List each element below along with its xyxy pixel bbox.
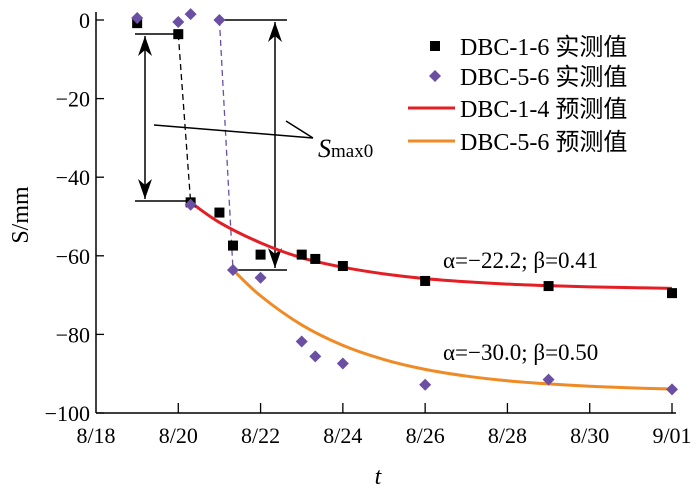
fit-params-dbc-1-4: α=−22.2; β=0.41 (443, 248, 598, 273)
y-tick-label: −40 (56, 165, 90, 190)
smax0-leader-line (285, 120, 314, 139)
x-tick-label: 8/30 (570, 423, 609, 448)
arrowhead-up-icon (268, 22, 282, 42)
data-point-diamond (309, 350, 322, 363)
data-point-diamond (184, 198, 197, 211)
data-marks (131, 8, 678, 396)
data-point-square (296, 249, 307, 260)
y-axis-label: S/mm (8, 186, 34, 244)
data-point-diamond (213, 14, 226, 26)
legend-label: DBC-5-6 预测值 (460, 129, 627, 156)
data-point-diamond (542, 373, 555, 386)
data-point-square (337, 261, 348, 272)
y-tick-label: −20 (56, 87, 90, 112)
fit-params-dbc-5-6: α=−30.0; β=0.50 (443, 340, 598, 365)
x-tick-label: 8/22 (241, 423, 280, 448)
series-line (231, 268, 673, 391)
x-tick-label: 8/28 (488, 423, 527, 448)
annotations (135, 19, 314, 271)
legend-label: DBC-1-6 实测值 (460, 34, 627, 61)
dashed-connector (177, 34, 192, 203)
data-point-square (214, 207, 225, 218)
legend: DBC-1-6 实测值 DBC-5-6 实测值 DBC-1-4 预测值 DBC-5-6… (408, 34, 627, 156)
data-point-diamond (419, 378, 432, 391)
data-point-diamond (172, 15, 185, 28)
x-tick-label: 8/26 (406, 423, 445, 448)
data-point-diamond (131, 12, 144, 25)
data-point-diamond (336, 357, 349, 370)
y-tick-label: −80 (56, 322, 90, 347)
legend-diamond-icon (429, 70, 441, 82)
x-tick-label: 9/01 (652, 423, 691, 448)
smax0-label: Smax0 (318, 134, 373, 163)
data-point-diamond (254, 271, 267, 284)
data-point-square (310, 253, 321, 264)
x-tick-label: 8/20 (159, 423, 198, 448)
data-point-square (228, 240, 239, 251)
data-point-diamond (666, 383, 678, 396)
legend-label: DBC-5-6 实测值 (460, 64, 627, 91)
x-tick-label: 8/18 (76, 423, 115, 448)
arrowhead-down-icon (138, 179, 152, 199)
smax0-leader-line (153, 124, 314, 139)
arrowhead-up-icon (138, 36, 152, 56)
data-point-square (420, 275, 431, 286)
y-tick-label: −60 (56, 244, 90, 269)
data-point-square (173, 29, 184, 40)
data-point-square (667, 288, 677, 299)
x-tick-label: 8/24 (323, 423, 362, 448)
legend-label: DBC-1-4 预测值 (460, 96, 627, 123)
legend-square-icon (430, 41, 440, 51)
data-point-diamond (184, 8, 197, 21)
x-axis-label: t (375, 464, 383, 490)
data-point-square (255, 249, 266, 260)
arrowhead-down-icon (268, 248, 282, 268)
data-point-square (543, 281, 554, 292)
data-point-diamond (295, 335, 308, 348)
y-tick-label: −100 (45, 401, 90, 426)
dashed-connector (218, 19, 234, 270)
y-tick-label: 0 (79, 8, 90, 33)
data-point-diamond (227, 263, 240, 276)
